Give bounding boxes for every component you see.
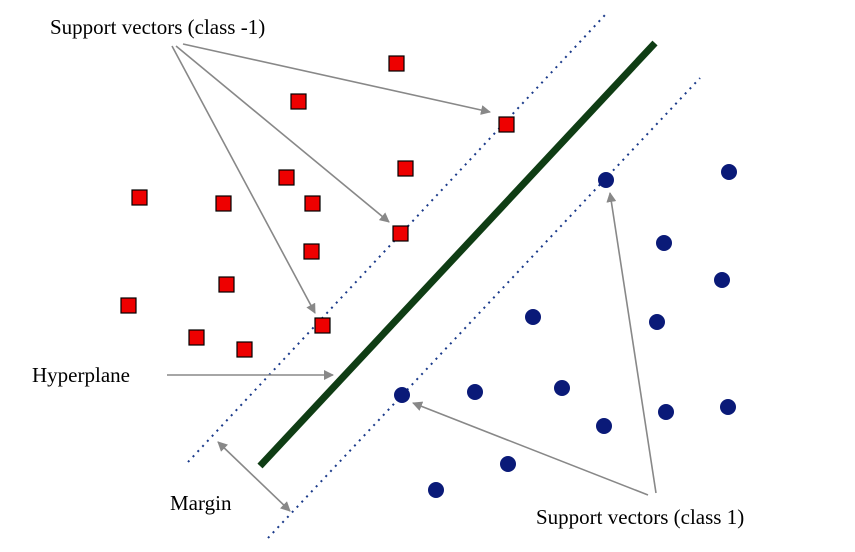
label-support-vectors-pos: Support vectors (class 1): [536, 505, 744, 529]
class-pos-point: [596, 418, 612, 434]
class-neg-point: [131, 189, 148, 206]
class-neg-point: [218, 276, 235, 293]
arrow: [171, 45, 316, 314]
arrow: [182, 43, 491, 115]
label-margin: Margin: [170, 491, 232, 515]
label-support-vectors-neg: Support vectors (class -1): [50, 15, 265, 39]
class-neg-point: [304, 195, 321, 212]
class-neg-point: [392, 225, 409, 242]
class-pos-point: [721, 164, 737, 180]
class-neg-point: [215, 195, 232, 212]
class-pos-point: [467, 384, 483, 400]
class-neg-point: [290, 93, 307, 110]
arrows-support-pos: [412, 192, 657, 496]
class-pos-points: [394, 164, 737, 498]
arrow-margin: [217, 441, 291, 512]
class-neg-point: [120, 297, 137, 314]
class-neg-point: [498, 116, 515, 133]
class-pos-point: [500, 456, 516, 472]
class-pos-point: [598, 172, 614, 188]
arrow: [175, 45, 390, 223]
class-neg-point: [314, 317, 331, 334]
class-pos-point: [720, 399, 736, 415]
class-pos-point: [649, 314, 665, 330]
class-pos-point: [658, 404, 674, 420]
class-neg-point: [236, 341, 253, 358]
class-pos-point: [656, 235, 672, 251]
class-pos-point: [714, 272, 730, 288]
class-neg-point: [188, 329, 205, 346]
arrows-support-neg: [171, 43, 491, 314]
class-neg-point: [397, 160, 414, 177]
class-pos-point: [428, 482, 444, 498]
label-hyperplane: Hyperplane: [32, 363, 130, 387]
arrow: [606, 192, 657, 494]
class-neg-point: [303, 243, 320, 260]
class-pos-point: [394, 387, 410, 403]
hyperplane-line: [257, 40, 658, 469]
arrow: [412, 401, 649, 496]
class-neg-point: [388, 55, 405, 72]
margin-line-pos: [267, 77, 701, 539]
class-neg-point: [278, 169, 295, 186]
class-pos-point: [525, 309, 541, 325]
class-pos-point: [554, 380, 570, 396]
class-neg-points: [120, 55, 515, 358]
